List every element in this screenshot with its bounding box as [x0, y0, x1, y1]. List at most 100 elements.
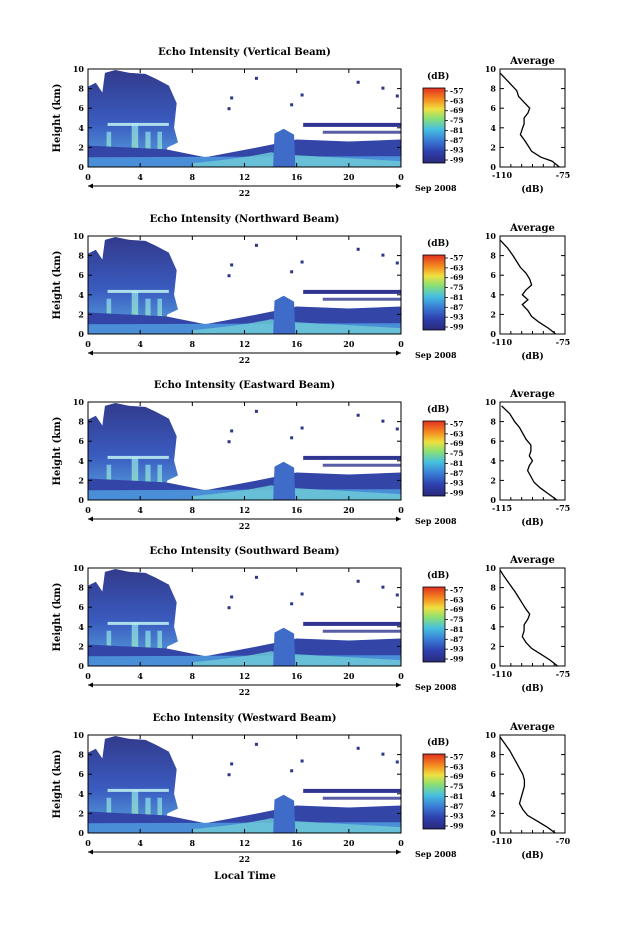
colorbar-tick-label: -99 — [450, 822, 464, 831]
colorbar-tick-label: -57 — [450, 586, 464, 595]
y-tick-label: 2 — [78, 641, 84, 651]
scattered-echo — [300, 93, 304, 97]
colorbar-tick-label: -63 — [450, 263, 464, 272]
profile-title: Average — [509, 555, 555, 566]
month-label: Sep 2008 — [415, 849, 457, 859]
cloud-layer — [322, 796, 401, 800]
scattered-echo — [300, 759, 304, 763]
cloud-layer — [303, 455, 401, 460]
average-profile: Average 0 2 4 6 8 10 -110 -70 (dB) — [485, 722, 571, 861]
bright-band — [107, 122, 169, 126]
x-tick-label: 12 — [239, 505, 250, 515]
profile-y-tick-label: 0 — [490, 661, 496, 671]
y-tick-label: 8 — [78, 84, 84, 94]
y-axis-label: Height (km) — [52, 251, 63, 320]
profile-title: Average — [509, 56, 555, 67]
cloud-layer — [303, 621, 401, 626]
profile-y-tick-label: 8 — [490, 251, 496, 261]
scattered-echo — [230, 762, 234, 766]
y-tick-label: 10 — [73, 563, 85, 573]
profile-line — [499, 72, 560, 168]
y-tick-label: 2 — [78, 808, 84, 818]
profile-y-tick-label: 4 — [490, 789, 496, 799]
scattered-echo — [230, 96, 234, 100]
profile-y-tick-label: 8 — [490, 583, 496, 593]
afternoon-cell — [273, 128, 296, 167]
colorbar-tick-label: -81 — [450, 792, 464, 801]
scattered-echo — [395, 427, 399, 431]
colorbar-tick-label: -63 — [450, 96, 464, 105]
date-arrow-right — [396, 849, 401, 855]
colorbar-tick-label: -99 — [450, 489, 464, 498]
y-axis-label: Height (km) — [52, 750, 63, 819]
y-tick-label: 0 — [78, 661, 84, 671]
day-label: 22 — [239, 355, 250, 365]
colorbar-tick-label: -87 — [450, 136, 464, 145]
profile-y-tick-label: 4 — [490, 123, 496, 133]
profile-y-tick-label: 8 — [490, 84, 496, 94]
colorbar-tick-label: -75 — [450, 449, 464, 458]
day-label: 22 — [239, 188, 250, 198]
x-tick-label: 12 — [239, 671, 250, 681]
colorbar-tick-label: -87 — [450, 635, 464, 644]
x-tick-label: 8 — [190, 339, 196, 349]
profile-y-tick-label: 10 — [485, 64, 497, 74]
colorbar-tick-label: -57 — [450, 254, 464, 263]
y-tick-label: 10 — [73, 64, 85, 74]
colorbar-tick-label: -87 — [450, 802, 464, 811]
y-tick-label: 4 — [78, 123, 84, 133]
profile-y-tick-label: 2 — [490, 641, 496, 651]
profile-y-tick-label: 2 — [490, 808, 496, 818]
x-tick-label: 20 — [343, 838, 355, 848]
scattered-echo — [356, 579, 360, 583]
profile-x-tick-label: -75 — [556, 170, 570, 180]
colorbar-tick-label: -57 — [450, 420, 464, 429]
afternoon-cell — [273, 794, 296, 833]
colorbar-tick-label: -93 — [450, 645, 464, 654]
x-tick-label: 0 — [85, 505, 91, 515]
panel-title: Echo Intensity (Eastward Beam) — [154, 380, 335, 391]
cloud-layer — [303, 289, 401, 294]
x-tick-label: 16 — [291, 339, 303, 349]
scattered-echo — [230, 429, 234, 433]
x-tick-label: 20 — [343, 671, 355, 681]
scattered-echo — [254, 76, 258, 80]
average-profile: Average 0 2 4 6 8 10 -115 -75 (dB) — [485, 389, 570, 528]
scattered-echo — [227, 107, 231, 111]
panel-4: Echo Intensity (Westward Beam) 0 2 4 6 8 10 0 4 8… — [52, 713, 571, 864]
y-tick-label: 6 — [78, 436, 84, 446]
colorbar-tick-label: -75 — [450, 782, 464, 791]
month-label: Sep 2008 — [415, 350, 457, 360]
y-tick-label: 8 — [78, 583, 84, 593]
profile-line — [499, 569, 559, 667]
colorbar-tick-label: -75 — [450, 283, 464, 292]
colorbar-tick-label: -99 — [450, 323, 464, 332]
colorbar-unit: (dB) — [427, 404, 449, 415]
bright-band — [107, 788, 169, 792]
panel-title: Echo Intensity (Vertical Beam) — [158, 47, 331, 58]
profile-y-tick-label: 8 — [490, 750, 496, 760]
y-axis-label: Height (km) — [52, 583, 63, 652]
colorbar: (dB)-57-63-69-75-81-87-93-99 — [422, 570, 464, 664]
profile-frame — [499, 567, 566, 667]
profile-y-tick-label: 4 — [490, 622, 496, 632]
colorbar-tick-label: -69 — [450, 439, 464, 448]
rain-shaft — [131, 123, 139, 167]
y-tick-label: 0 — [78, 329, 84, 339]
colorbar-unit: (dB) — [427, 570, 449, 581]
profile-line — [501, 405, 558, 501]
panel-2: Echo Intensity (Eastward Beam) 0 2 4 6 8 10 0 4 8… — [52, 380, 570, 531]
x-tick-label: 0 — [398, 339, 404, 349]
profile-x-tick-label: -75 — [556, 337, 570, 347]
x-tick-label: 4 — [137, 838, 143, 848]
y-tick-label: 0 — [78, 162, 84, 172]
colorbar-tick-label: -99 — [450, 655, 464, 664]
x-tick-label: 4 — [137, 505, 143, 515]
x-tick-label: 0 — [398, 172, 404, 182]
colorbar-scale — [422, 254, 446, 331]
scattered-echo — [381, 86, 385, 90]
scattered-echo — [356, 80, 360, 84]
profile-y-tick-label: 10 — [485, 231, 497, 241]
scattered-echo — [356, 413, 360, 417]
